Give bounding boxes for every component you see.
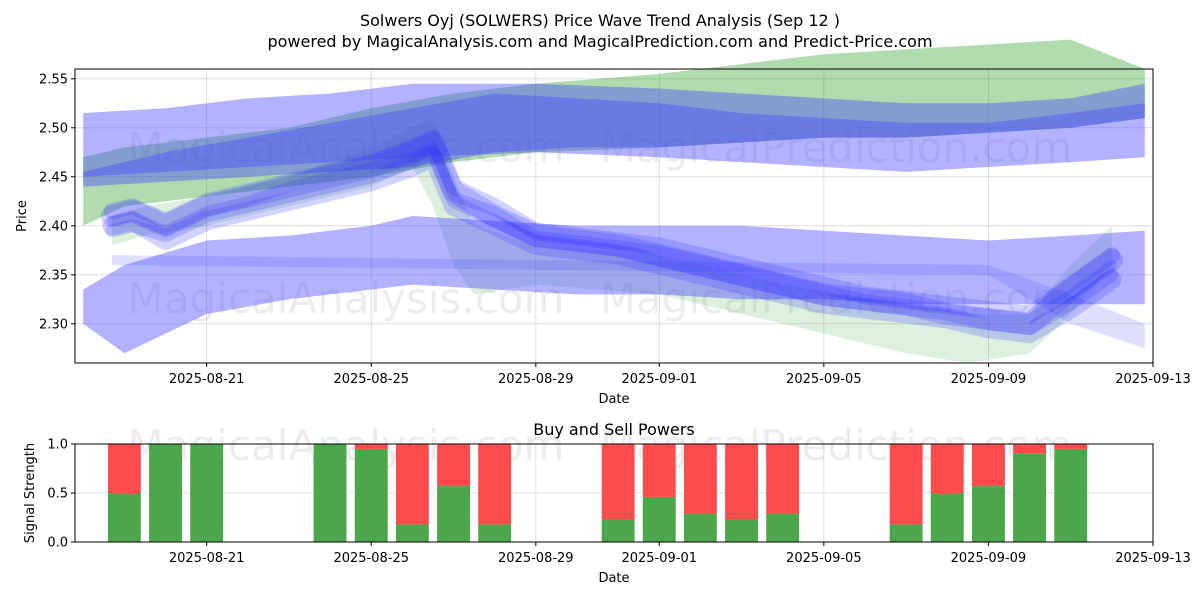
sell-power-bar (1054, 444, 1088, 449)
buy-power-bar (1054, 448, 1088, 542)
price-x-tick-label: 2025-08-25 (333, 372, 409, 387)
sell-power-bar (478, 444, 512, 525)
price-x-tick-label: 2025-08-21 (169, 372, 245, 387)
buy-power-bar (354, 448, 388, 542)
price-y-label: Price (15, 200, 30, 232)
sell-power-bar (1013, 444, 1046, 454)
buy-power-bar (725, 519, 758, 542)
powers-x-tick-label: 2025-09-09 (951, 551, 1027, 566)
chart-subtitle: powered by MagicalAnalysis.com and Magic… (267, 32, 932, 51)
watermark-mid-right: MagicalPrediction.com (600, 274, 1073, 323)
sell-power-bar (354, 444, 388, 449)
buy-power-bar (313, 444, 347, 542)
sell-power-bar (395, 444, 429, 525)
price-x-tick-label: 2025-09-13 (1115, 372, 1191, 387)
sell-power-bar (930, 444, 964, 493)
sell-power-bar (683, 444, 717, 514)
powers-y-tick-label: 0.0 (47, 536, 68, 551)
sell-power-bar (437, 444, 470, 487)
powers-y-tick-label: 1.0 (47, 438, 68, 453)
buy-power-bar (642, 496, 676, 542)
buy-power-bar (149, 444, 182, 542)
price-wave-line (101, 131, 1123, 335)
buy-power-bar (683, 513, 717, 542)
price-x-tick-label: 2025-09-01 (621, 372, 697, 387)
price-waves (101, 129, 1123, 344)
sell-power-bar (107, 444, 141, 493)
sell-power-bar (601, 444, 635, 520)
powers-axes: 2025-08-21 2025-08-25 2025-08-29 2025-09-01… (47, 438, 1190, 567)
price-wave-line (105, 145, 1119, 336)
chart-title: Solwers Oyj (SOLWERS) Price Wave Trend A… (360, 11, 840, 30)
buy-power-bar (478, 524, 512, 542)
buy-power-bar (766, 513, 800, 542)
blue-trend-band (83, 83, 1145, 177)
price-x-label: Date (598, 392, 629, 407)
buy-power-bar (190, 444, 224, 542)
watermark-top-right: MagicalPrediction.com (600, 123, 1073, 172)
powers-x-label: Date (598, 571, 629, 586)
watermark-mid-left: MagicalAnalysis.com (128, 274, 565, 323)
sell-power-bar (889, 444, 923, 525)
buy-power-bar (1013, 453, 1046, 542)
price-x-tick-label: 2025-09-09 (951, 372, 1027, 387)
price-y-tick-label: 2.35 (39, 268, 68, 283)
price-wave-line (104, 129, 1120, 322)
powers-watermarks: MagicalAnalysis.com MagicalPrediction.co… (128, 421, 1073, 470)
powers-title: Buy and Sell Powers (533, 420, 695, 439)
blue-trend-band (83, 216, 1145, 354)
buy-power-bar (437, 486, 470, 542)
powers-y-tick-label: 0.5 (47, 487, 68, 502)
green-trend-band (112, 118, 1112, 363)
price-y-tick-label: 2.55 (39, 72, 68, 87)
powers-bars (107, 444, 1088, 542)
price-y-tick-label: 2.30 (39, 317, 68, 332)
blue-trend-band (112, 255, 1145, 349)
sell-power-bar (642, 444, 676, 497)
price-bands (83, 39, 1145, 363)
buy-power-bar (107, 493, 141, 542)
buy-power-bar (601, 519, 635, 542)
price-x-tick-label: 2025-08-29 (498, 372, 574, 387)
price-axes: 2025-08-21 2025-08-25 2025-08-29 2025-09-01… (39, 72, 1191, 387)
powers-x-tick-label: 2025-08-25 (333, 551, 409, 566)
price-grid (75, 69, 1154, 363)
price-x-tick-label: 2025-09-05 (786, 372, 862, 387)
powers-y-label: Signal Strength (23, 443, 38, 543)
sell-power-bar (766, 444, 800, 514)
sell-power-bar (725, 444, 758, 520)
price-plot-frame (74, 68, 1154, 364)
price-watermarks: MagicalAnalysis.com MagicalPrediction.co… (128, 123, 1073, 323)
green-trend-band (83, 39, 1145, 226)
powers-x-tick-label: 2025-09-05 (786, 551, 862, 566)
powers-x-tick-label: 2025-08-21 (169, 551, 245, 566)
powers-x-tick-label: 2025-09-01 (621, 551, 697, 566)
watermark-top-left: MagicalAnalysis.com (128, 123, 565, 172)
blue-trend-band (83, 93, 1145, 187)
price-wave-line (102, 147, 1122, 344)
buy-power-bar (972, 486, 1005, 542)
buy-power-bar (889, 524, 923, 542)
price-y-tick-label: 2.50 (39, 121, 68, 136)
price-wave-line (107, 142, 1117, 324)
powers-x-tick-label: 2025-09-13 (1115, 551, 1191, 566)
price-y-tick-label: 2.40 (39, 219, 68, 234)
buy-power-bar (395, 524, 429, 542)
sell-power-bar (972, 444, 1005, 487)
powers-x-tick-label: 2025-08-29 (498, 551, 574, 566)
price-y-tick-label: 2.45 (39, 170, 68, 185)
buy-power-bar (930, 493, 964, 542)
